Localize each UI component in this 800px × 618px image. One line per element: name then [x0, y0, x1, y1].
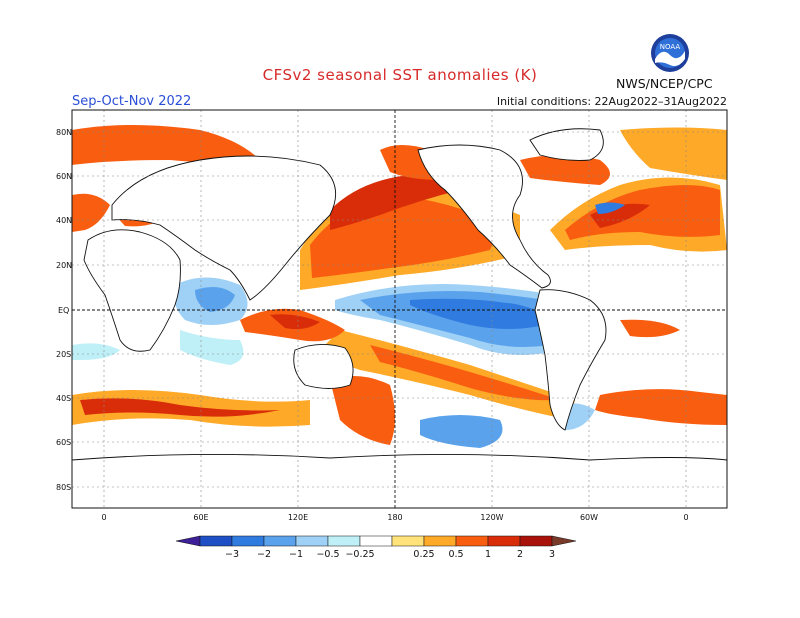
map-frame	[71, 109, 728, 509]
anomaly-field	[72, 110, 727, 508]
noaa-logo-icon: NOAA	[651, 34, 689, 72]
chart-title: CFSv2 seasonal SST anomalies (K)	[262, 66, 538, 84]
lon-tick: 60E	[193, 513, 208, 522]
colorbar-swatch	[295, 535, 329, 547]
svg-text:NOAA: NOAA	[660, 43, 681, 51]
longitude-ticks: 0 60E 120E 180 120W 60W 0	[101, 513, 688, 522]
lon-tick: 60W	[580, 513, 598, 522]
colorbar-swatch	[391, 535, 425, 547]
colorbar-swatch	[231, 535, 265, 547]
lat-tick: 80N	[56, 128, 72, 137]
lat-tick: 40S	[56, 394, 71, 403]
lat-tick: 60S	[56, 438, 71, 447]
lon-tick: 180	[387, 513, 402, 522]
colorbar-swatch	[327, 535, 361, 547]
colorbar-swatch	[519, 535, 553, 547]
lat-tick: 20N	[56, 261, 72, 270]
colorbar-swatch	[359, 535, 393, 547]
lon-tick: 0	[683, 513, 688, 522]
colorbar-swatch	[199, 535, 233, 547]
lat-tick: EQ	[58, 306, 69, 315]
colorbar-swatch	[423, 535, 457, 547]
colorbar-swatch	[263, 535, 297, 547]
colorbar-arrow-high	[551, 535, 577, 547]
continents	[72, 128, 727, 508]
colorbar-label: −3	[225, 549, 239, 560]
initial-conditions-label: Initial conditions: 22Aug2022–31Aug2022	[496, 95, 727, 108]
lat-tick: 20S	[56, 350, 71, 359]
colorbar-arrow-low	[175, 535, 201, 547]
season-label: Sep-Oct-Nov 2022	[72, 94, 192, 109]
colorbar-label: 3	[549, 549, 555, 560]
colorbar-label: 2	[517, 549, 523, 560]
colorbar-swatch	[455, 535, 489, 547]
gridlines	[72, 110, 727, 508]
colorbar: −3 −2 −1 −0.5 −0.25 0.25 0.5 1 2 3	[175, 535, 577, 560]
lat-tick: 40N	[56, 216, 72, 225]
latitude-ticks: 80N 60N 40N 20N EQ 20S 40S 60S 80S	[56, 128, 72, 492]
colorbar-label: −0.5	[316, 549, 339, 560]
lat-tick: 80S	[56, 483, 71, 492]
lon-tick: 120E	[288, 513, 308, 522]
lat-tick: 60N	[56, 172, 72, 181]
colorbar-label: 0.5	[448, 549, 463, 560]
colorbar-label: −2	[257, 549, 271, 560]
agency-label: NWS/NCEP/CPC	[616, 76, 713, 91]
colorbar-label: −1	[289, 549, 303, 560]
lon-tick: 0	[101, 513, 106, 522]
colorbar-label: −0.25	[345, 549, 374, 560]
colorbar-label: 1	[485, 549, 491, 560]
colorbar-label: 0.25	[413, 549, 434, 560]
colorbar-swatch	[487, 535, 521, 547]
reference-lines	[72, 110, 727, 508]
lon-tick: 120W	[480, 513, 503, 522]
